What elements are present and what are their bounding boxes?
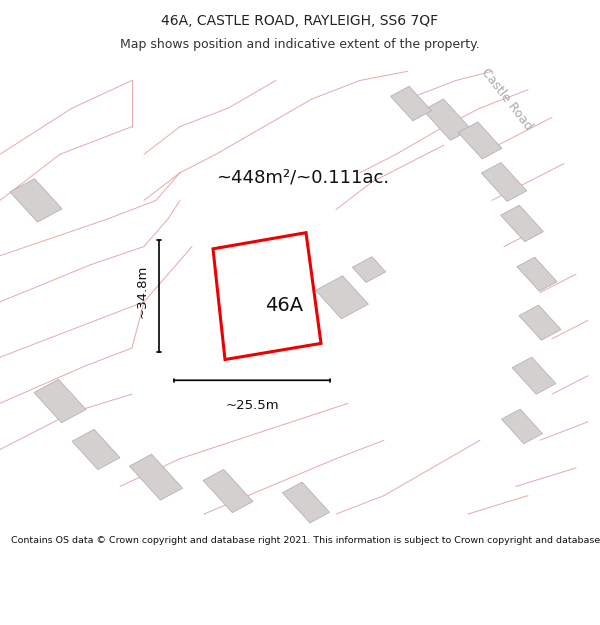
Polygon shape xyxy=(130,454,182,500)
Polygon shape xyxy=(352,257,386,282)
Text: 46A, CASTLE ROAD, RAYLEIGH, SS6 7QF: 46A, CASTLE ROAD, RAYLEIGH, SS6 7QF xyxy=(161,14,439,28)
Text: ~34.8m: ~34.8m xyxy=(136,265,149,318)
Polygon shape xyxy=(423,99,471,141)
Polygon shape xyxy=(203,469,253,512)
Polygon shape xyxy=(458,122,502,159)
Polygon shape xyxy=(519,305,561,340)
Text: Contains OS data © Crown copyright and database right 2021. This information is : Contains OS data © Crown copyright and d… xyxy=(11,536,600,545)
Polygon shape xyxy=(502,409,542,444)
Polygon shape xyxy=(225,256,301,339)
Polygon shape xyxy=(72,429,120,469)
Polygon shape xyxy=(517,257,557,291)
Polygon shape xyxy=(34,379,86,423)
Polygon shape xyxy=(391,86,431,121)
Text: 46A: 46A xyxy=(265,296,304,315)
Polygon shape xyxy=(316,276,368,319)
Polygon shape xyxy=(481,162,527,201)
Text: ~448m²/~0.111ac.: ~448m²/~0.111ac. xyxy=(216,168,389,186)
Polygon shape xyxy=(512,357,556,394)
Text: Castle Road: Castle Road xyxy=(479,66,535,132)
Text: ~25.5m: ~25.5m xyxy=(225,399,279,412)
Polygon shape xyxy=(213,232,321,359)
Polygon shape xyxy=(10,179,62,222)
Polygon shape xyxy=(500,205,544,242)
Polygon shape xyxy=(283,482,329,523)
Text: Map shows position and indicative extent of the property.: Map shows position and indicative extent… xyxy=(120,38,480,51)
